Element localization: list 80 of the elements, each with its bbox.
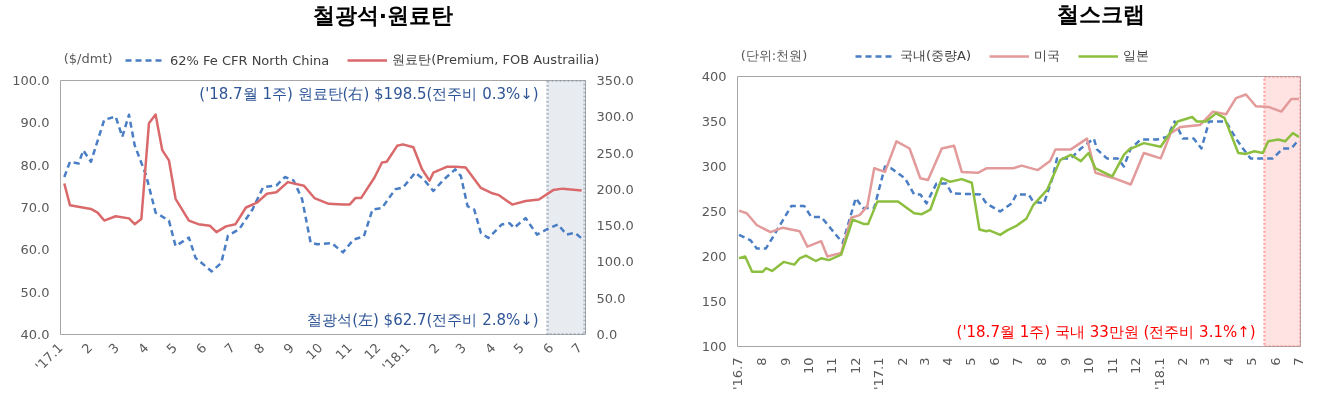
x-tick-label: 5 xyxy=(1243,357,1259,366)
line-series xyxy=(737,93,1301,258)
annotation: 철광석(左) $62.7(전주비 2.8%↓) xyxy=(307,310,539,329)
x-tick-label: '16.7 xyxy=(730,357,745,391)
y-tick-label: 100 xyxy=(701,339,727,354)
x-tick-label: 3 xyxy=(105,340,122,357)
x-tick-label: 2 xyxy=(78,340,96,357)
x-tick-label: 12 xyxy=(361,340,384,363)
annotation: ('18.7월 1주) 원료탄(右) $198.5(전주비 0.3%↓) xyxy=(199,84,539,103)
x-tick-label: 6 xyxy=(1267,357,1283,366)
x-tick-label: 4 xyxy=(940,357,956,366)
x-tick-label: 4 xyxy=(134,340,152,357)
legend-label: 국내(중량A) xyxy=(900,47,972,65)
legend-label: 원료탄(Premium, FOB Austrailia) xyxy=(392,51,600,69)
y2-tick-label: 300.0 xyxy=(596,109,634,125)
annotation: ('18.7월 1주) 국내 33만원 (전주비 3.1%↑) xyxy=(956,322,1256,341)
y-tick-label: 80.0 xyxy=(20,157,50,173)
x-tick-label: 2 xyxy=(1175,357,1191,366)
x-tick-label: 10 xyxy=(800,357,816,375)
line-series xyxy=(737,112,1301,274)
x-tick-label: 12 xyxy=(847,357,863,375)
x-tick-label: 7 xyxy=(221,340,238,357)
x-tick-label: 9 xyxy=(280,340,297,357)
y-axis-title: ($/dmt) xyxy=(63,51,113,67)
x-tick-label: 6 xyxy=(540,340,557,357)
x-tick-label: '17.1 xyxy=(871,357,887,391)
y-tick-label: 60.0 xyxy=(20,242,50,258)
x-tick-label: 10 xyxy=(1081,357,1097,375)
y-tick-label: 250 xyxy=(701,204,727,219)
y-tick-label: 50.0 xyxy=(20,284,50,300)
x-tick-label: 8 xyxy=(1034,357,1050,366)
x-tick-label: 9 xyxy=(777,357,793,366)
line-series xyxy=(63,113,583,234)
y-tick-label: 150 xyxy=(701,294,727,309)
y-tick-label: 400 xyxy=(701,69,727,84)
y-tick-label: 350 xyxy=(701,114,727,129)
y2-tick-label: 100.0 xyxy=(596,254,634,270)
x-tick-label: 7 xyxy=(1010,357,1026,366)
x-tick-label: 12 xyxy=(1127,357,1143,375)
x-tick-label: 6 xyxy=(192,340,210,357)
y-tick-label: 70.0 xyxy=(20,200,50,215)
legend-label: 일본 xyxy=(1123,47,1150,65)
chart-title: 철스크랩 xyxy=(1057,2,1145,28)
x-tick-label: 7 xyxy=(1290,357,1306,366)
x-tick-label: '18.1 xyxy=(1151,357,1167,391)
x-tick-label: 10 xyxy=(303,340,326,363)
x-tick-label: 5 xyxy=(963,357,979,366)
x-tick-label: 5 xyxy=(510,340,528,357)
y-tick-label: 300 xyxy=(701,159,727,174)
y-tick-label: 90.0 xyxy=(20,115,50,131)
x-tick-label: 11 xyxy=(824,357,840,375)
x-tick-label: 2 xyxy=(895,357,911,366)
x-tick-label: 8 xyxy=(250,340,268,357)
x-tick-label: 2 xyxy=(425,340,443,357)
y2-tick-label: 200.0 xyxy=(596,181,634,197)
y-axis-title: (단위:천원) xyxy=(740,47,808,63)
y2-tick-label: 50.0 xyxy=(596,290,626,306)
x-tick-label: 3 xyxy=(1196,357,1212,366)
x-tick-label: 11 xyxy=(1104,357,1120,375)
legend-label: 62% Fe CFR North China xyxy=(170,52,330,68)
line-series xyxy=(63,113,583,273)
y-tick-label: 100.0 xyxy=(12,73,50,88)
y2-tick-label: 250.0 xyxy=(596,145,634,161)
x-tick-label: 11 xyxy=(332,340,355,363)
x-tick-label: 6 xyxy=(987,357,1003,366)
x-tick-label: 3 xyxy=(452,340,470,357)
x-tick-label: 4 xyxy=(1220,357,1236,366)
y2-tick-label: 0.0 xyxy=(596,327,618,342)
chart-title: 철광석·원료탄 xyxy=(312,2,454,28)
legend-label: 미국 xyxy=(1034,47,1061,65)
y2-tick-label: 150.0 xyxy=(596,218,634,234)
y-tick-label: 200 xyxy=(701,249,727,264)
x-tick-label: 7 xyxy=(568,340,586,357)
x-tick-label: 4 xyxy=(482,340,499,357)
x-tick-label: 5 xyxy=(163,340,180,357)
x-tick-label: 3 xyxy=(916,357,932,366)
y2-tick-label: 350.0 xyxy=(596,73,634,88)
y-tick-label: 40.0 xyxy=(20,327,50,342)
x-tick-label: 9 xyxy=(1057,357,1073,366)
x-tick-label: 8 xyxy=(753,357,769,366)
